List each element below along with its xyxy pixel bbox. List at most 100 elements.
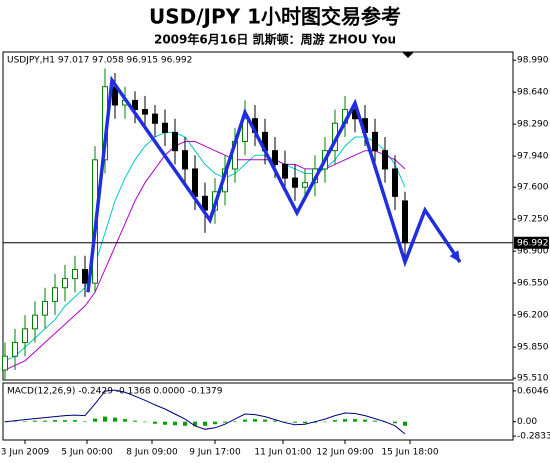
x-tick-label: 15 Jun 18:00	[381, 448, 438, 458]
candle-body	[272, 150, 278, 165]
x-tick-label: 12 Jun 09:00	[316, 448, 373, 458]
macd-bar	[63, 420, 67, 422]
y-tick-label: 98.290	[517, 120, 549, 130]
macd-bar	[373, 420, 377, 422]
x-tick-label: 8 Jun 09:00	[126, 448, 178, 458]
candle-body	[192, 168, 198, 197]
x-tick-label: 9 Jun 17:00	[189, 448, 241, 458]
macd-bar	[93, 418, 97, 422]
x-tick-label: 3 Jun 2009	[1, 448, 50, 458]
candle-body	[52, 287, 58, 302]
macd-bar	[183, 421, 187, 426]
moving-average	[4, 141, 406, 371]
macd-panel	[2, 382, 514, 441]
macd-bar	[363, 419, 367, 422]
candle-body	[382, 150, 388, 170]
current-price-label: 96.992	[517, 238, 549, 248]
macd-bar	[303, 421, 307, 424]
macd-bar	[283, 421, 287, 423]
macd-bar	[43, 420, 47, 422]
macd-bar	[33, 420, 37, 422]
y-tick-label: 95.510	[517, 374, 549, 384]
macd-bar	[333, 420, 337, 422]
macd-bar	[393, 421, 397, 424]
candle-body	[2, 355, 8, 371]
y-tick-label: 97.600	[517, 183, 549, 193]
macd-bar	[13, 421, 17, 422]
candle-body	[22, 328, 28, 344]
macd-bar	[213, 421, 217, 425]
shift-marker	[402, 52, 414, 58]
candle-body	[42, 300, 48, 316]
macd-bar	[3, 421, 7, 423]
y-tick-label: 96.550	[517, 279, 549, 289]
macd-bar	[273, 420, 277, 422]
macd-info: MACD(12,26,9) -0.2429 -0.1368 0.0000 -0.…	[7, 387, 223, 397]
candle-body	[62, 278, 68, 289]
moving-average	[4, 131, 406, 362]
macd-bar	[113, 417, 117, 422]
macd-bar	[103, 416, 107, 422]
macd-bar	[403, 421, 407, 426]
candle-body	[142, 109, 148, 115]
macd-bar	[243, 419, 247, 422]
macd-bar	[263, 419, 267, 422]
candle-body	[32, 314, 38, 330]
x-tick-label: 11 Jun 01:00	[254, 448, 311, 458]
candle-body	[12, 342, 18, 357]
macd-bar	[153, 421, 157, 424]
macd-bar	[343, 419, 347, 422]
candle-body	[402, 200, 408, 244]
macd-bar	[163, 421, 167, 425]
macd-line	[4, 389, 406, 435]
candle-body	[82, 268, 88, 284]
y-tick-label: 96.200	[517, 311, 549, 321]
y-tick-label: 98.640	[517, 88, 549, 98]
macd-bar	[203, 421, 207, 426]
candle-body	[162, 122, 168, 133]
y-tick-label: 98.990	[517, 56, 549, 66]
y-tick-label: 97.940	[517, 152, 549, 162]
macd-bar	[193, 421, 197, 427]
zigzag-arrowhead	[449, 250, 460, 263]
price-panel	[2, 51, 514, 381]
candle-body	[282, 163, 288, 179]
candle-body	[152, 113, 158, 124]
macd-bar	[223, 421, 227, 423]
candle-body	[132, 99, 138, 111]
macd-bar	[353, 419, 357, 422]
chart-title: USD/JPY 1小时图交易参考	[149, 5, 401, 29]
zigzag-line	[86, 75, 462, 293]
macd-bar	[323, 421, 327, 423]
macd-bar	[233, 421, 237, 422]
candle-body	[182, 150, 188, 170]
candle-body	[372, 131, 378, 152]
x-tick-label: 5 Jun 00:00	[61, 448, 113, 458]
macd-bar	[133, 420, 137, 422]
symbol-info: USDJPY,H1 97.017 97.058 96.915 96.992	[7, 56, 192, 66]
macd-y-tick-label: 0.6046	[517, 386, 549, 396]
macd-bar	[73, 420, 77, 422]
macd-bar	[253, 419, 257, 422]
macd-y-tick-label: -0.2833	[517, 432, 550, 442]
macd-bar	[293, 421, 297, 423]
current-price-box	[514, 236, 549, 249]
macd-bar	[53, 420, 57, 422]
macd-bar	[143, 421, 147, 423]
y-tick-label: 97.250	[517, 215, 549, 225]
y-tick-label: 96.900	[517, 247, 549, 257]
candle-body	[242, 118, 248, 143]
candle-body	[392, 168, 398, 197]
macd-bar	[83, 421, 87, 422]
candle-body	[302, 182, 308, 188]
y-tick-label: 95.850	[517, 343, 549, 353]
macd-bar	[23, 421, 27, 422]
chart-subtitle: 2009年6月16日 凯斯顿：周游 ZHOU You	[154, 32, 396, 47]
macd-y-tick-label: 0.00	[517, 417, 537, 427]
macd-bar	[123, 419, 127, 422]
candle-body	[292, 177, 298, 188]
macd-bar	[173, 421, 177, 426]
candle-body	[72, 268, 78, 280]
